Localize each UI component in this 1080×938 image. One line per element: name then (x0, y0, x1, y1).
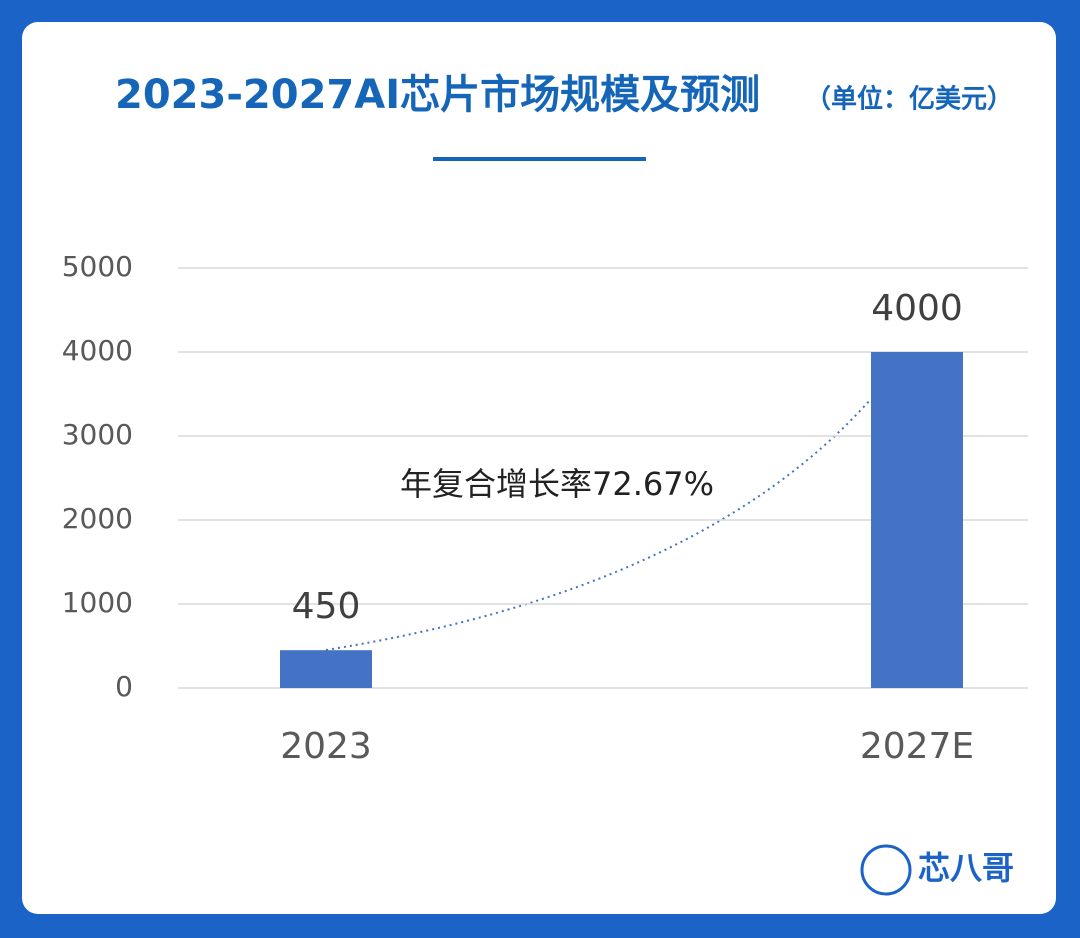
y-tick-label: 2000 (62, 502, 133, 535)
data-label: 450 (292, 586, 361, 627)
brand: 芯八哥 (918, 849, 1014, 887)
bar (280, 650, 372, 688)
logo-icon (860, 844, 912, 896)
y-tick-label: 1000 (62, 586, 133, 619)
card (22, 22, 1056, 914)
y-tick-label: 5000 (62, 250, 133, 283)
y-tick-label: 0 (115, 670, 133, 703)
annotation: 年复合增长率72.67% (400, 465, 714, 503)
chart-title: 2023-2027AI芯片市场规模及预测 (115, 72, 760, 118)
x-tick-label: 2023 (280, 726, 372, 767)
y-tick-label: 3000 (62, 418, 133, 451)
x-tick-label: 2027E (860, 726, 974, 767)
trend-line (325, 399, 871, 651)
bar (871, 352, 963, 688)
chart-subtitle: （单位：亿美元） (805, 84, 1013, 115)
data-label: 4000 (871, 288, 963, 329)
y-tick-label: 4000 (62, 334, 133, 367)
